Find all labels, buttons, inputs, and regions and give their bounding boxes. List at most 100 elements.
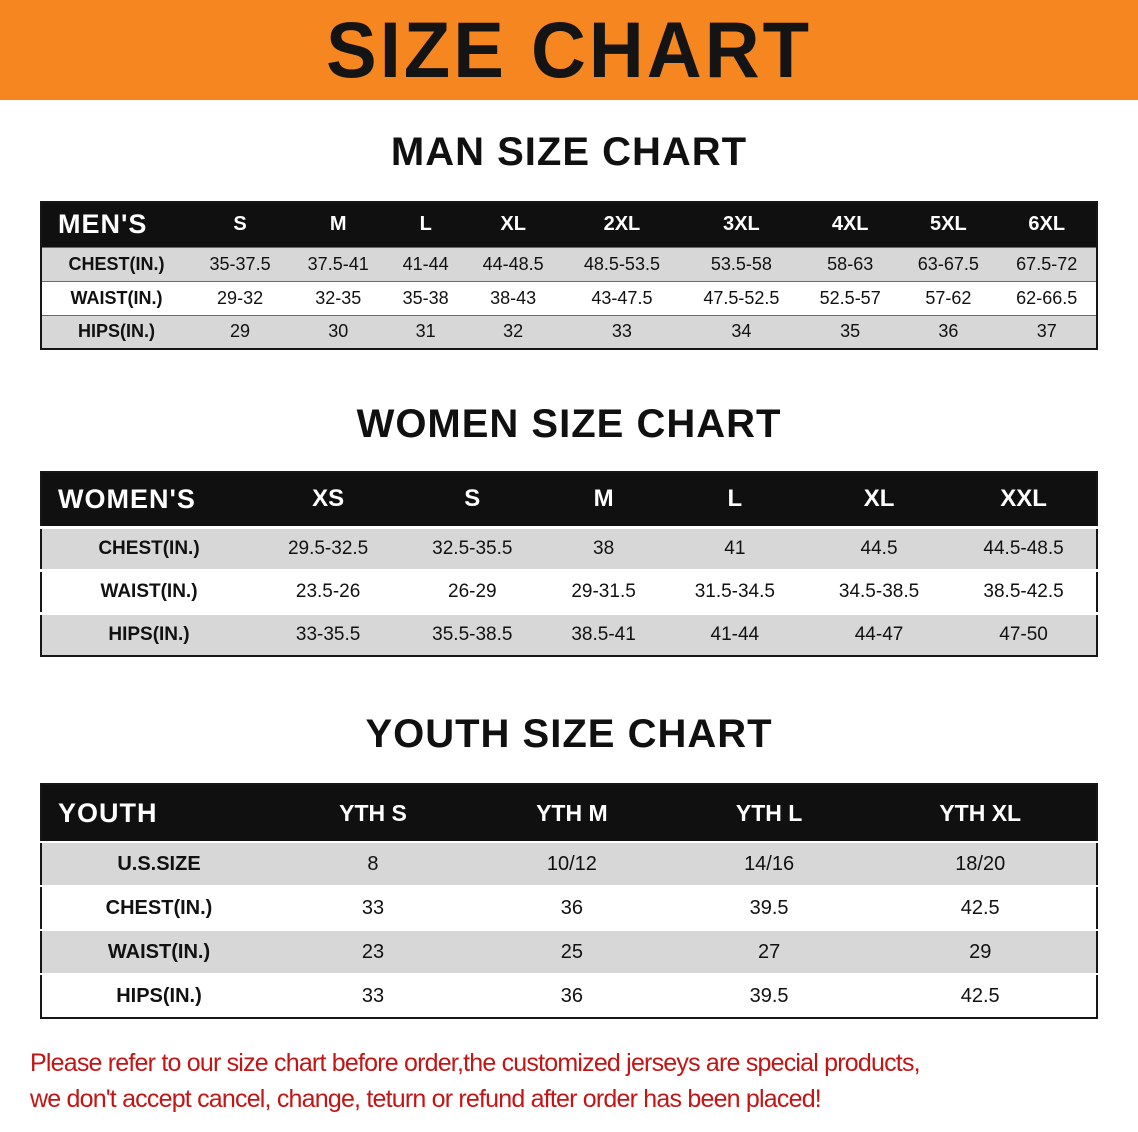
size-value: 33 (611, 321, 632, 342)
size-column-header: M (593, 485, 614, 513)
size-value: 33 (361, 896, 385, 919)
size-column-header: 4XL (831, 213, 869, 236)
table-row: U.S.SIZE 8 10/12 14/16 18/20 (41, 842, 1097, 886)
size-value: 44-47 (854, 623, 904, 645)
size-value: 53.5-58 (710, 253, 772, 274)
table-row: WAIST(IN.) 23 25 27 29 (41, 930, 1097, 974)
disclaimer: Please refer to our size chart before or… (30, 1045, 1108, 1118)
table-row: WAIST(IN.) 23.5-26 26-29 29-31.5 31.5-34.5 34… (41, 570, 1097, 613)
size-column-header: YTH XL (939, 799, 1022, 826)
size-header-row: MEN'S S M L XL 2XL 3XL 4XL 5XL 6XL (41, 202, 1097, 247)
size-value: 29-31.5 (571, 580, 636, 602)
size-value: 63-67.5 (917, 253, 979, 274)
size-value: 35-37.5 (209, 253, 271, 274)
size-value: 38-43 (490, 287, 537, 308)
size-column-header: 5XL (929, 213, 967, 236)
size-header-row: YOUTH YTH S YTH M YTH L YTH XL (41, 784, 1097, 842)
size-value: 10/12 (546, 852, 597, 875)
size-value: 38 (593, 537, 615, 559)
disclaimer-line-1: Please refer to our size chart before or… (30, 1049, 921, 1077)
size-value: 39.5 (749, 984, 789, 1007)
size-column-header: S (233, 213, 247, 236)
size-value: 39.5 (749, 896, 789, 919)
size-value: 47-50 (999, 623, 1048, 645)
size-value: 41-44 (710, 623, 760, 645)
size-value: 29 (969, 940, 992, 963)
table-row: WAIST(IN.) 29-32 32-35 35-38 38-43 43-47.5 47.… (41, 281, 1097, 315)
size-value: 35.5-38.5 (432, 623, 513, 645)
size-value: 32-35 (315, 287, 362, 308)
table-row: CHEST(IN.) 29.5-32.5 32.5-35.5 38 41 44.5 44.5… (41, 527, 1097, 570)
size-value: 67.5-72 (1016, 253, 1078, 274)
size-value: 44-48.5 (482, 253, 544, 274)
size-value: 23 (361, 940, 385, 963)
man-size-section: MAN SIZE CHART MEN'S S M L XL 2XL 3XL 4XL 5XL 6XL… (0, 130, 1138, 350)
table-corner-label: MEN'S (58, 209, 148, 240)
size-value: 37 (1036, 321, 1057, 342)
size-column-header: XXL (1000, 485, 1047, 513)
size-value: 48.5-53.5 (583, 253, 660, 274)
table-row: CHEST(IN.) 33 36 39.5 42.5 (41, 886, 1097, 930)
size-value: 36 (560, 984, 583, 1007)
banner-title: SIZE CHART (326, 5, 812, 95)
table-corner-label: WOMEN'S (58, 483, 196, 514)
size-value: 27 (757, 940, 781, 963)
size-value: 18/20 (955, 852, 1006, 875)
size-value: 31.5-34.5 (694, 580, 775, 602)
size-value: 8 (367, 852, 379, 875)
youth-size-chart-heading: YOUTH SIZE CHART (365, 712, 773, 756)
size-column-header: XL (863, 485, 895, 513)
row-label: CHEST(IN.) (98, 537, 200, 559)
size-column-header: XL (500, 213, 526, 236)
size-value: 30 (328, 321, 349, 342)
size-column-header: YTH M (536, 799, 608, 826)
size-value: 52.5-57 (819, 287, 881, 308)
size-column-header: YTH S (339, 799, 407, 826)
size-value: 42.5 (960, 896, 1000, 919)
disclaimer-line-2: we don't accept cancel, change, teturn o… (30, 1085, 822, 1114)
size-value: 23.5-26 (295, 580, 361, 602)
size-column-header: 2XL (603, 213, 641, 236)
men-size-table: MEN'S S M L XL 2XL 3XL 4XL 5XL 6XL CHEST(IN.) 35-37… (40, 201, 1098, 350)
size-value: 35-38 (402, 287, 449, 308)
row-label: WAIST(IN.) (70, 287, 163, 308)
size-value: 36 (560, 896, 583, 919)
women-size-section: WOMEN SIZE CHART WOMEN'S XS S M L XL XXL CHEST(… (0, 402, 1138, 657)
size-value: 29 (230, 321, 251, 342)
row-label: CHEST(IN.) (105, 896, 213, 919)
size-value: 37.5-41 (307, 253, 369, 274)
size-value: 32 (503, 321, 524, 342)
size-column-header: L (727, 485, 743, 513)
size-value: 44.5-48.5 (983, 537, 1064, 559)
banner: SIZE CHART (0, 0, 1138, 100)
size-column-header: YTH L (735, 799, 803, 826)
size-value: 31 (415, 321, 436, 342)
table-row: HIPS(IN.) 33 36 39.5 42.5 (41, 974, 1097, 1018)
row-label: WAIST(IN.) (107, 940, 211, 963)
size-value: 32.5-35.5 (432, 537, 513, 559)
size-value: 42.5 (960, 984, 1000, 1007)
size-value: 44.5 (860, 537, 898, 559)
size-value: 33 (361, 984, 385, 1007)
women-size-chart-heading: WOMEN SIZE CHART (356, 402, 782, 446)
size-column-header: S (464, 485, 481, 513)
size-value: 62-66.5 (1016, 287, 1078, 308)
size-column-header: 3XL (723, 213, 760, 236)
size-value: 25 (560, 940, 583, 963)
size-value: 57-62 (925, 287, 972, 308)
size-value: 35 (840, 321, 861, 342)
youth-size-table: YOUTH YTH S YTH M YTH L YTH XL U.S.SIZE 8 10/12… (40, 783, 1098, 1019)
size-header-row: WOMEN'S XS S M L XL XXL (41, 472, 1097, 527)
table-row: HIPS(IN.) 33-35.5 35.5-38.5 38.5-41 41-44 44-… (41, 613, 1097, 656)
size-value: 43-47.5 (591, 287, 653, 308)
size-column-header: L (419, 213, 432, 236)
size-value: 36 (938, 321, 959, 342)
row-label: CHEST(IN.) (68, 253, 165, 274)
size-value: 34 (731, 321, 752, 342)
size-value: 29.5-32.5 (287, 537, 369, 559)
size-column-header: M (329, 213, 347, 236)
size-value: 38.5-42.5 (983, 580, 1064, 602)
size-value: 14/16 (744, 852, 795, 875)
row-label: WAIST(IN.) (100, 580, 198, 602)
